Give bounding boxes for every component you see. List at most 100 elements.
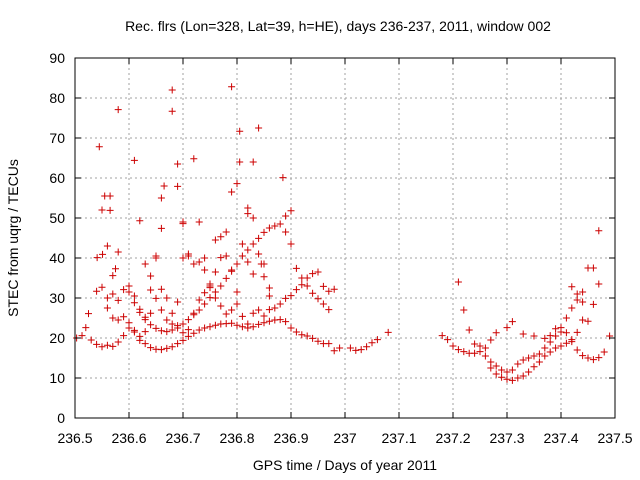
data-point bbox=[106, 192, 114, 200]
data-point bbox=[238, 323, 246, 331]
data-point bbox=[530, 352, 538, 360]
data-point bbox=[487, 364, 495, 372]
data-point bbox=[552, 325, 560, 333]
data-point bbox=[93, 254, 101, 262]
y-tick-label: 20 bbox=[49, 330, 65, 346]
data-point bbox=[217, 233, 225, 241]
data-point bbox=[112, 265, 119, 273]
data-point bbox=[141, 340, 149, 348]
data-point bbox=[325, 340, 333, 348]
data-point bbox=[93, 340, 101, 348]
x-tick-label: 237.4 bbox=[543, 430, 578, 446]
data-point bbox=[147, 321, 155, 329]
data-point bbox=[147, 344, 155, 352]
data-point bbox=[244, 246, 252, 254]
data-point bbox=[211, 268, 219, 276]
data-point bbox=[238, 252, 246, 260]
data-point bbox=[525, 354, 533, 362]
data-point bbox=[282, 212, 290, 220]
data-point bbox=[282, 228, 290, 236]
data-point bbox=[292, 264, 300, 272]
data-point bbox=[228, 83, 236, 91]
data-point bbox=[519, 330, 527, 338]
data-point bbox=[579, 352, 587, 360]
data-point bbox=[168, 320, 176, 328]
data-point bbox=[152, 324, 160, 332]
x-tick-label: 236.7 bbox=[165, 430, 200, 446]
data-point bbox=[152, 294, 160, 302]
data-point bbox=[228, 188, 236, 196]
data-point bbox=[130, 292, 138, 300]
data-point bbox=[195, 218, 203, 226]
data-point bbox=[157, 285, 165, 293]
data-point bbox=[168, 309, 176, 317]
data-point bbox=[211, 294, 219, 302]
data-point bbox=[103, 242, 111, 250]
data-point bbox=[595, 280, 603, 288]
data-point bbox=[287, 324, 295, 332]
data-point bbox=[103, 341, 111, 349]
data-point bbox=[98, 206, 106, 214]
data-point bbox=[233, 260, 241, 268]
data-point bbox=[600, 348, 608, 356]
data-point bbox=[557, 328, 565, 336]
data-point bbox=[236, 127, 244, 135]
data-point bbox=[249, 240, 257, 248]
data-point bbox=[190, 155, 198, 163]
data-point bbox=[260, 312, 268, 320]
data-point bbox=[174, 298, 182, 306]
data-point bbox=[346, 344, 354, 352]
data-point bbox=[184, 332, 192, 340]
data-point bbox=[579, 298, 587, 306]
data-point bbox=[120, 332, 128, 340]
data-point bbox=[217, 302, 225, 310]
x-tick-label: 237.3 bbox=[489, 430, 524, 446]
data-point bbox=[168, 343, 176, 351]
data-point bbox=[330, 347, 338, 355]
data-point bbox=[228, 306, 236, 314]
data-point bbox=[238, 312, 246, 320]
data-point bbox=[384, 328, 392, 336]
data-point bbox=[249, 323, 257, 331]
data-point bbox=[206, 323, 214, 331]
data-point bbox=[157, 224, 165, 232]
data-point bbox=[114, 338, 122, 346]
data-point bbox=[595, 227, 603, 235]
data-point bbox=[211, 321, 219, 329]
data-point bbox=[255, 320, 263, 328]
data-point bbox=[330, 285, 338, 293]
data-point bbox=[179, 218, 187, 226]
data-point bbox=[147, 272, 155, 280]
data-point bbox=[114, 296, 122, 304]
data-point bbox=[265, 284, 273, 292]
data-point bbox=[233, 180, 241, 188]
data-point bbox=[492, 370, 500, 378]
x-tick-label: 236.6 bbox=[111, 430, 146, 446]
data-point bbox=[487, 336, 495, 344]
data-point bbox=[476, 342, 484, 350]
data-point bbox=[530, 363, 538, 371]
data-point bbox=[573, 346, 581, 354]
data-point bbox=[233, 321, 241, 329]
data-point bbox=[303, 332, 311, 340]
data-point bbox=[147, 309, 155, 317]
chart-title: Rec. flrs (Lon=328, Lat=39, h=HE), days … bbox=[125, 18, 551, 34]
data-point bbox=[314, 268, 322, 276]
data-point bbox=[195, 326, 203, 334]
data-point bbox=[498, 373, 506, 381]
data-point bbox=[498, 366, 506, 374]
data-point bbox=[125, 282, 133, 290]
data-point bbox=[292, 328, 300, 336]
data-point bbox=[454, 278, 462, 286]
data-point bbox=[228, 319, 236, 327]
x-tick-label: 237.2 bbox=[435, 430, 470, 446]
data-point bbox=[201, 266, 209, 274]
data-point bbox=[363, 343, 371, 351]
data-point bbox=[255, 250, 263, 258]
data-point bbox=[319, 300, 327, 308]
data-point bbox=[217, 254, 225, 262]
y-tick-label: 50 bbox=[49, 210, 65, 226]
data-point bbox=[195, 258, 203, 266]
data-point bbox=[287, 207, 295, 215]
